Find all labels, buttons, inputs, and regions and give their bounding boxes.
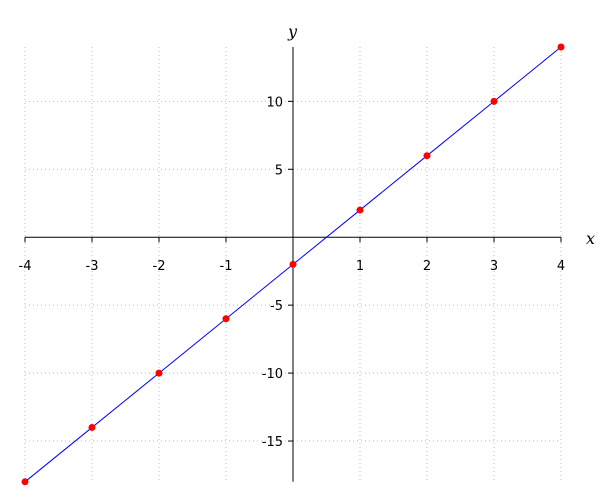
y-tick-label: -5 (270, 299, 283, 314)
data-point (222, 315, 230, 323)
x-tick-label: 4 (557, 259, 565, 274)
data-point (88, 423, 96, 431)
x-tick-label: 1 (356, 259, 364, 274)
x-axis-label: x (586, 229, 595, 248)
y-axis-label: y (287, 22, 298, 41)
y-tick-label: -10 (262, 367, 283, 382)
x-tick-label: 2 (423, 259, 431, 274)
tick-labels: -4 -3 -2 -1 1 2 3 4 -15 -10 -5 5 10 (19, 95, 566, 450)
data-point (423, 152, 431, 160)
data-point (21, 478, 29, 486)
data-point (356, 206, 364, 214)
x-tick-label: -1 (220, 259, 233, 274)
data-point (557, 43, 565, 51)
data-point (155, 369, 163, 377)
y-tick-label: 5 (275, 163, 283, 178)
y-tick-label: 10 (266, 95, 283, 110)
x-tick-label: 3 (490, 259, 498, 274)
x-tick-label: -4 (19, 259, 32, 274)
x-tick-label: -3 (86, 259, 99, 274)
x-tick-label: -2 (153, 259, 166, 274)
data-point (289, 260, 297, 268)
series (21, 43, 565, 486)
data-point (490, 97, 498, 105)
y-tick-label: -15 (262, 435, 283, 450)
